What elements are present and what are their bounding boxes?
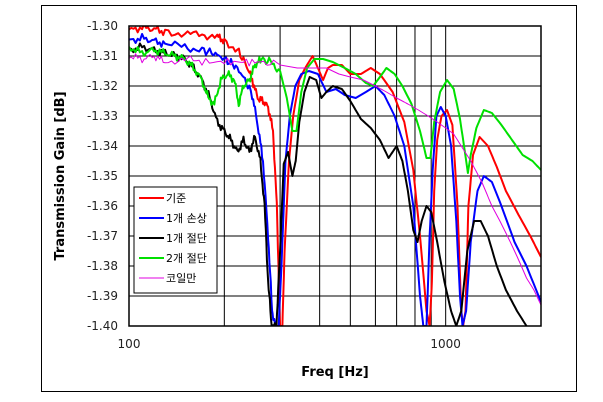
y-tick-label: -1.37 [87,229,118,243]
y-tick-label: -1.34 [87,139,118,153]
y-axis-title: Transmission Gain [dB] [53,91,68,260]
series-line [129,42,528,326]
series-line [129,53,541,306]
y-tick-label: -1.30 [87,19,118,33]
y-tick-label: -1.33 [87,109,118,123]
y-tick-label: -1.40 [87,319,118,333]
y-tick-label: -1.35 [87,169,118,183]
series-line [129,46,541,174]
legend-label: 1개 손상 [166,212,207,225]
y-tick-label: -1.39 [87,289,118,303]
x-tick-label: 1000 [430,337,461,351]
x-axis-title: Freq [Hz] [301,365,368,380]
legend-label: 기준 [166,192,186,205]
series-line [129,33,541,326]
chart-frame [41,5,577,392]
y-tick-label: -1.32 [87,79,118,93]
x-tick-label: 100 [118,337,141,351]
plot-area-border [128,25,542,327]
series-group [129,26,541,326]
y-tick-label: -1.38 [87,259,118,273]
x-tick-labels: 100 1000 [118,337,461,351]
legend-label: 코일만 [166,271,196,285]
legend-label: 1개 절단 [166,232,207,245]
y-tick-label: -1.36 [87,199,118,213]
legend-label: 2개 절단 [166,252,207,265]
legend-box [133,186,218,294]
y-tick-labels: -1.30 -1.31 -1.32 -1.33 -1.34 -1.35 -1.36 -1.37… [87,19,118,333]
y-tick-label: -1.31 [87,49,118,63]
